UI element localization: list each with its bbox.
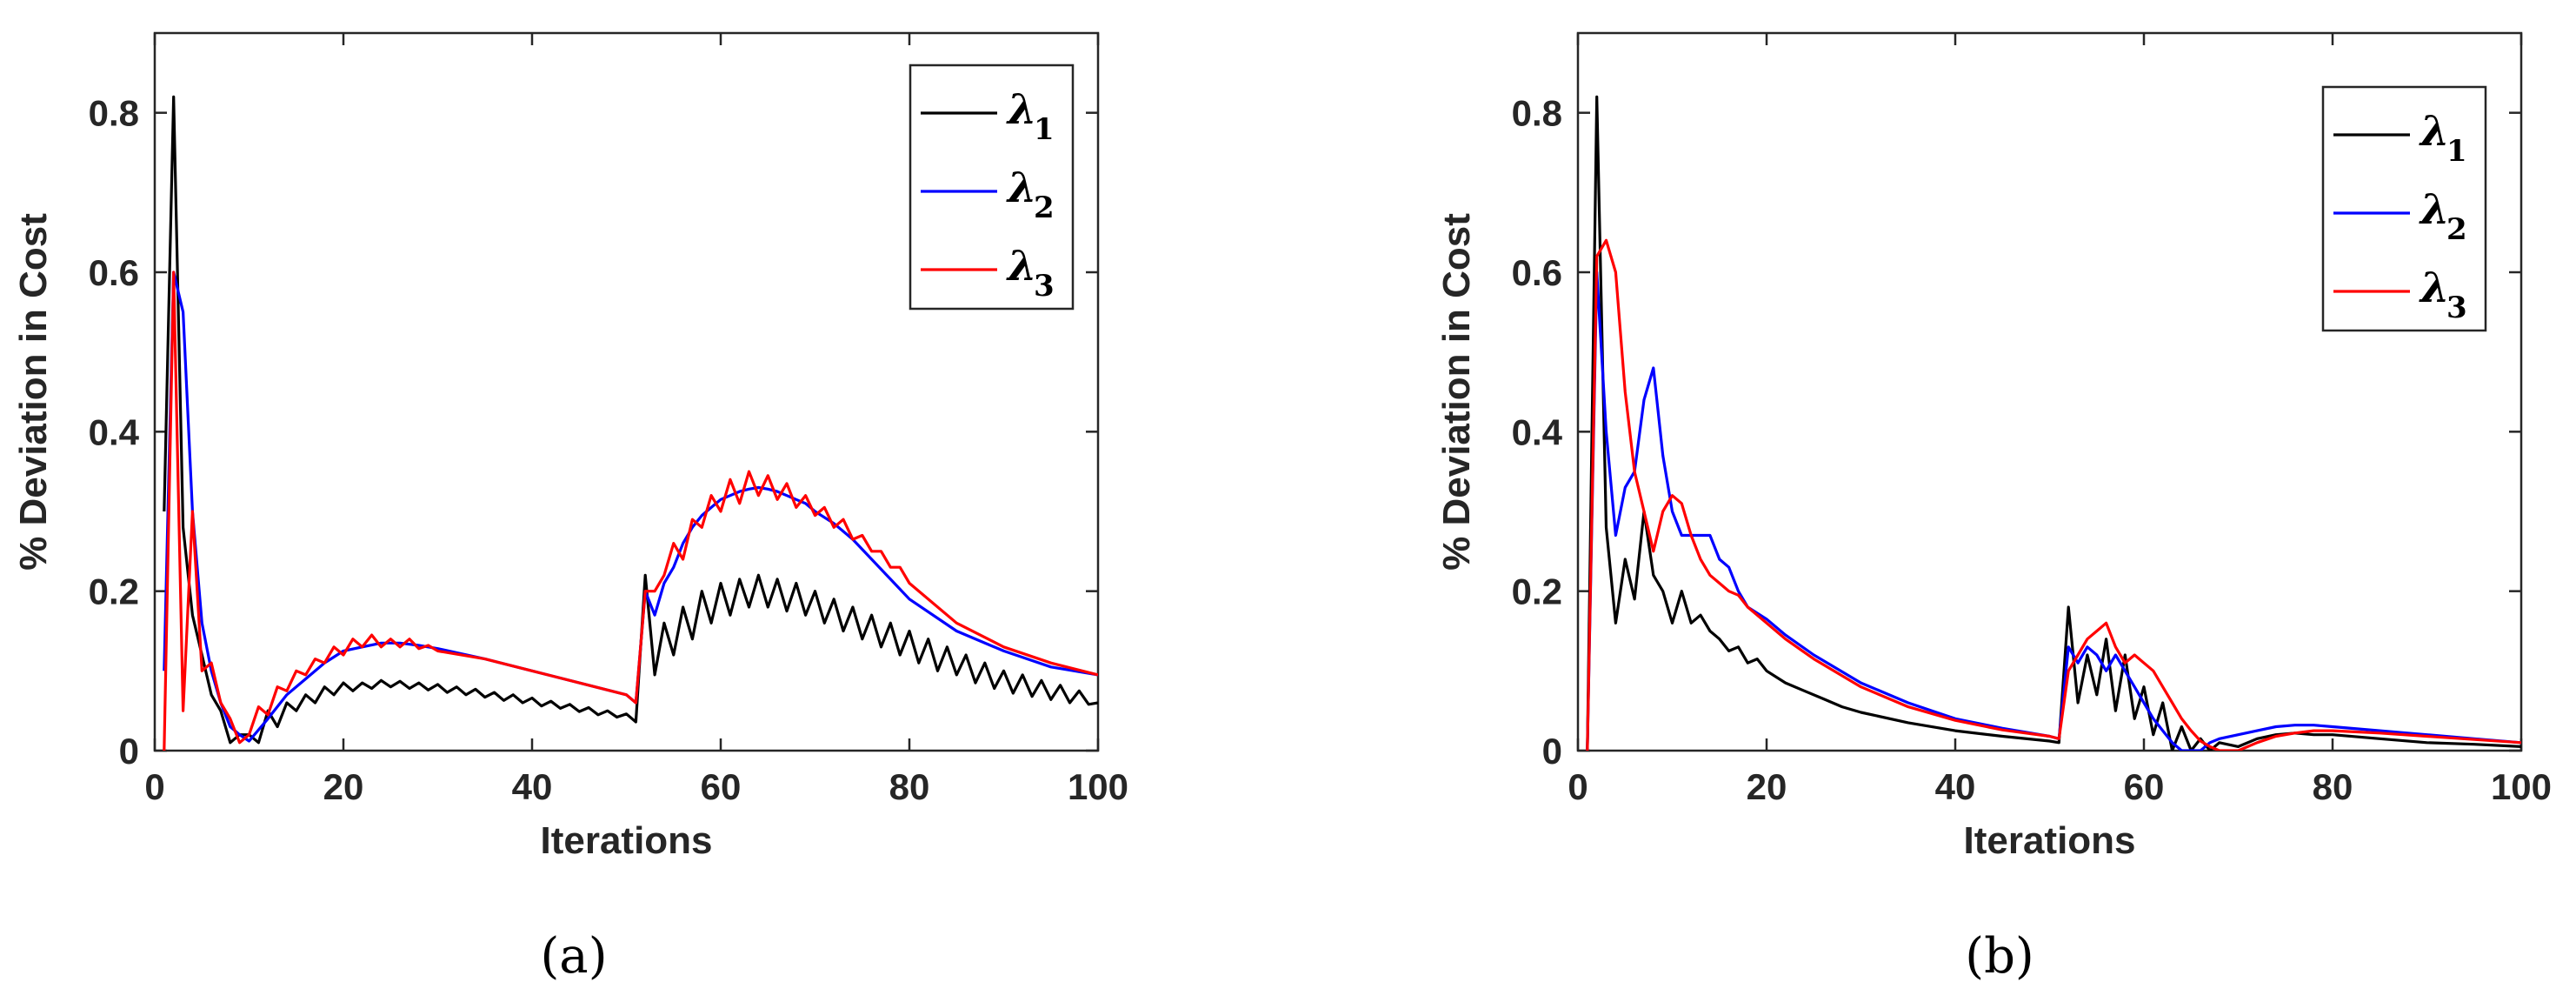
legend-label: λ bbox=[1006, 242, 1037, 291]
series-line-lambda-1 bbox=[163, 95, 1098, 745]
y-tick-label: 0.8 bbox=[89, 93, 139, 134]
y-tick-label: 0.6 bbox=[89, 252, 139, 293]
series-group bbox=[163, 95, 1098, 751]
y-axis-label: % Deviation in Cost bbox=[1435, 213, 1478, 571]
series-line-lambda-2 bbox=[1586, 271, 2521, 751]
y-tick-label: 0.4 bbox=[1512, 411, 1563, 452]
x-axis-label: Iterations bbox=[1963, 819, 2135, 862]
legend-label: λ bbox=[2419, 107, 2450, 156]
x-tick-label: 0 bbox=[144, 766, 164, 807]
series-line-lambda-3 bbox=[163, 271, 1098, 751]
panel-b: 0 20 40 60 80 100 0 0.2 0.4 0.6 0.8 Iterations % Dev… bbox=[1435, 31, 2552, 985]
panel-caption: (a) bbox=[540, 928, 607, 985]
legend-label: λ bbox=[2419, 264, 2450, 312]
x-tick-label: 40 bbox=[1935, 766, 1976, 807]
legend-label: λ bbox=[1006, 85, 1037, 134]
legend-subscript: 3 bbox=[1034, 269, 1055, 304]
x-tick-label: 60 bbox=[2124, 766, 2165, 807]
x-tick-label: 20 bbox=[323, 766, 364, 807]
y-axis-label: % Deviation in Cost bbox=[12, 213, 55, 571]
x-tick-label: 80 bbox=[889, 766, 930, 807]
y-tick-label: 0.8 bbox=[1512, 93, 1562, 134]
x-tick-label: 100 bbox=[1068, 766, 1128, 807]
x-tick-label: 0 bbox=[1568, 766, 1588, 807]
series-line-lambda-3 bbox=[1586, 238, 2521, 751]
x-tick-label: 40 bbox=[512, 766, 553, 807]
legend-subscript: 1 bbox=[1034, 112, 1055, 147]
y-tick-label: 0.2 bbox=[1512, 571, 1562, 612]
legend-subscript: 2 bbox=[1034, 190, 1055, 225]
legend-box bbox=[909, 63, 1075, 311]
y-tick-label: 0.6 bbox=[1512, 252, 1562, 293]
x-tick-label: 100 bbox=[2491, 766, 2552, 807]
y-tick-label: 0.4 bbox=[89, 411, 140, 452]
x-tick-label: 60 bbox=[701, 766, 742, 807]
y-tick-label: 0 bbox=[119, 731, 139, 772]
series-line-lambda-1 bbox=[1586, 95, 2521, 751]
legend-subscript: 3 bbox=[2446, 291, 2467, 325]
y-tick-label: 0 bbox=[1542, 731, 1562, 772]
legend-subscript: 1 bbox=[2446, 134, 2467, 169]
x-tick-label: 80 bbox=[2313, 766, 2353, 807]
legend-label: λ bbox=[1006, 164, 1037, 212]
x-tick-label: 20 bbox=[1747, 766, 1787, 807]
legend-label: λ bbox=[2419, 185, 2450, 234]
x-axis-label: Iterations bbox=[540, 819, 712, 862]
series-group bbox=[1586, 95, 2521, 751]
legend-subscript: 2 bbox=[2446, 212, 2467, 247]
panel-caption: (b) bbox=[1965, 928, 2034, 985]
panel-a: 0 20 40 60 80 100 0 0.2 0.4 0.6 0.8 Iterations % Dev… bbox=[12, 31, 1128, 985]
y-tick-label: 0.2 bbox=[89, 571, 139, 612]
legend-box bbox=[2321, 85, 2487, 332]
